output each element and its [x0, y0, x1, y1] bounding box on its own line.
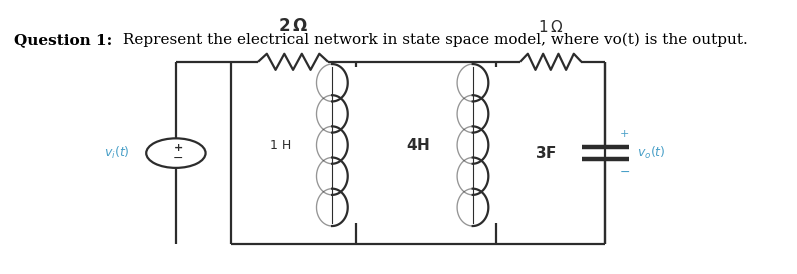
Text: $\mathbf{4H}$: $\mathbf{4H}$: [406, 137, 430, 153]
Text: −: −: [619, 166, 630, 179]
Text: Represent the electrical network in state space model, where vo(t) is the output: Represent the electrical network in stat…: [118, 33, 748, 47]
Text: −: −: [173, 152, 183, 164]
Text: $v_i(t)$: $v_i(t)$: [104, 145, 130, 161]
Text: 1 H: 1 H: [270, 139, 292, 152]
Text: +: +: [619, 129, 629, 139]
Text: $\mathbf{3F}$: $\mathbf{3F}$: [536, 145, 557, 161]
Text: $1\,\Omega$: $1\,\Omega$: [538, 19, 563, 35]
Text: Question 1:: Question 1:: [14, 33, 112, 47]
Text: +: +: [174, 143, 183, 153]
Text: $\mathbf{2\,\Omega}$: $\mathbf{2\,\Omega}$: [278, 17, 308, 35]
Text: $v_o(t)$: $v_o(t)$: [637, 145, 665, 161]
